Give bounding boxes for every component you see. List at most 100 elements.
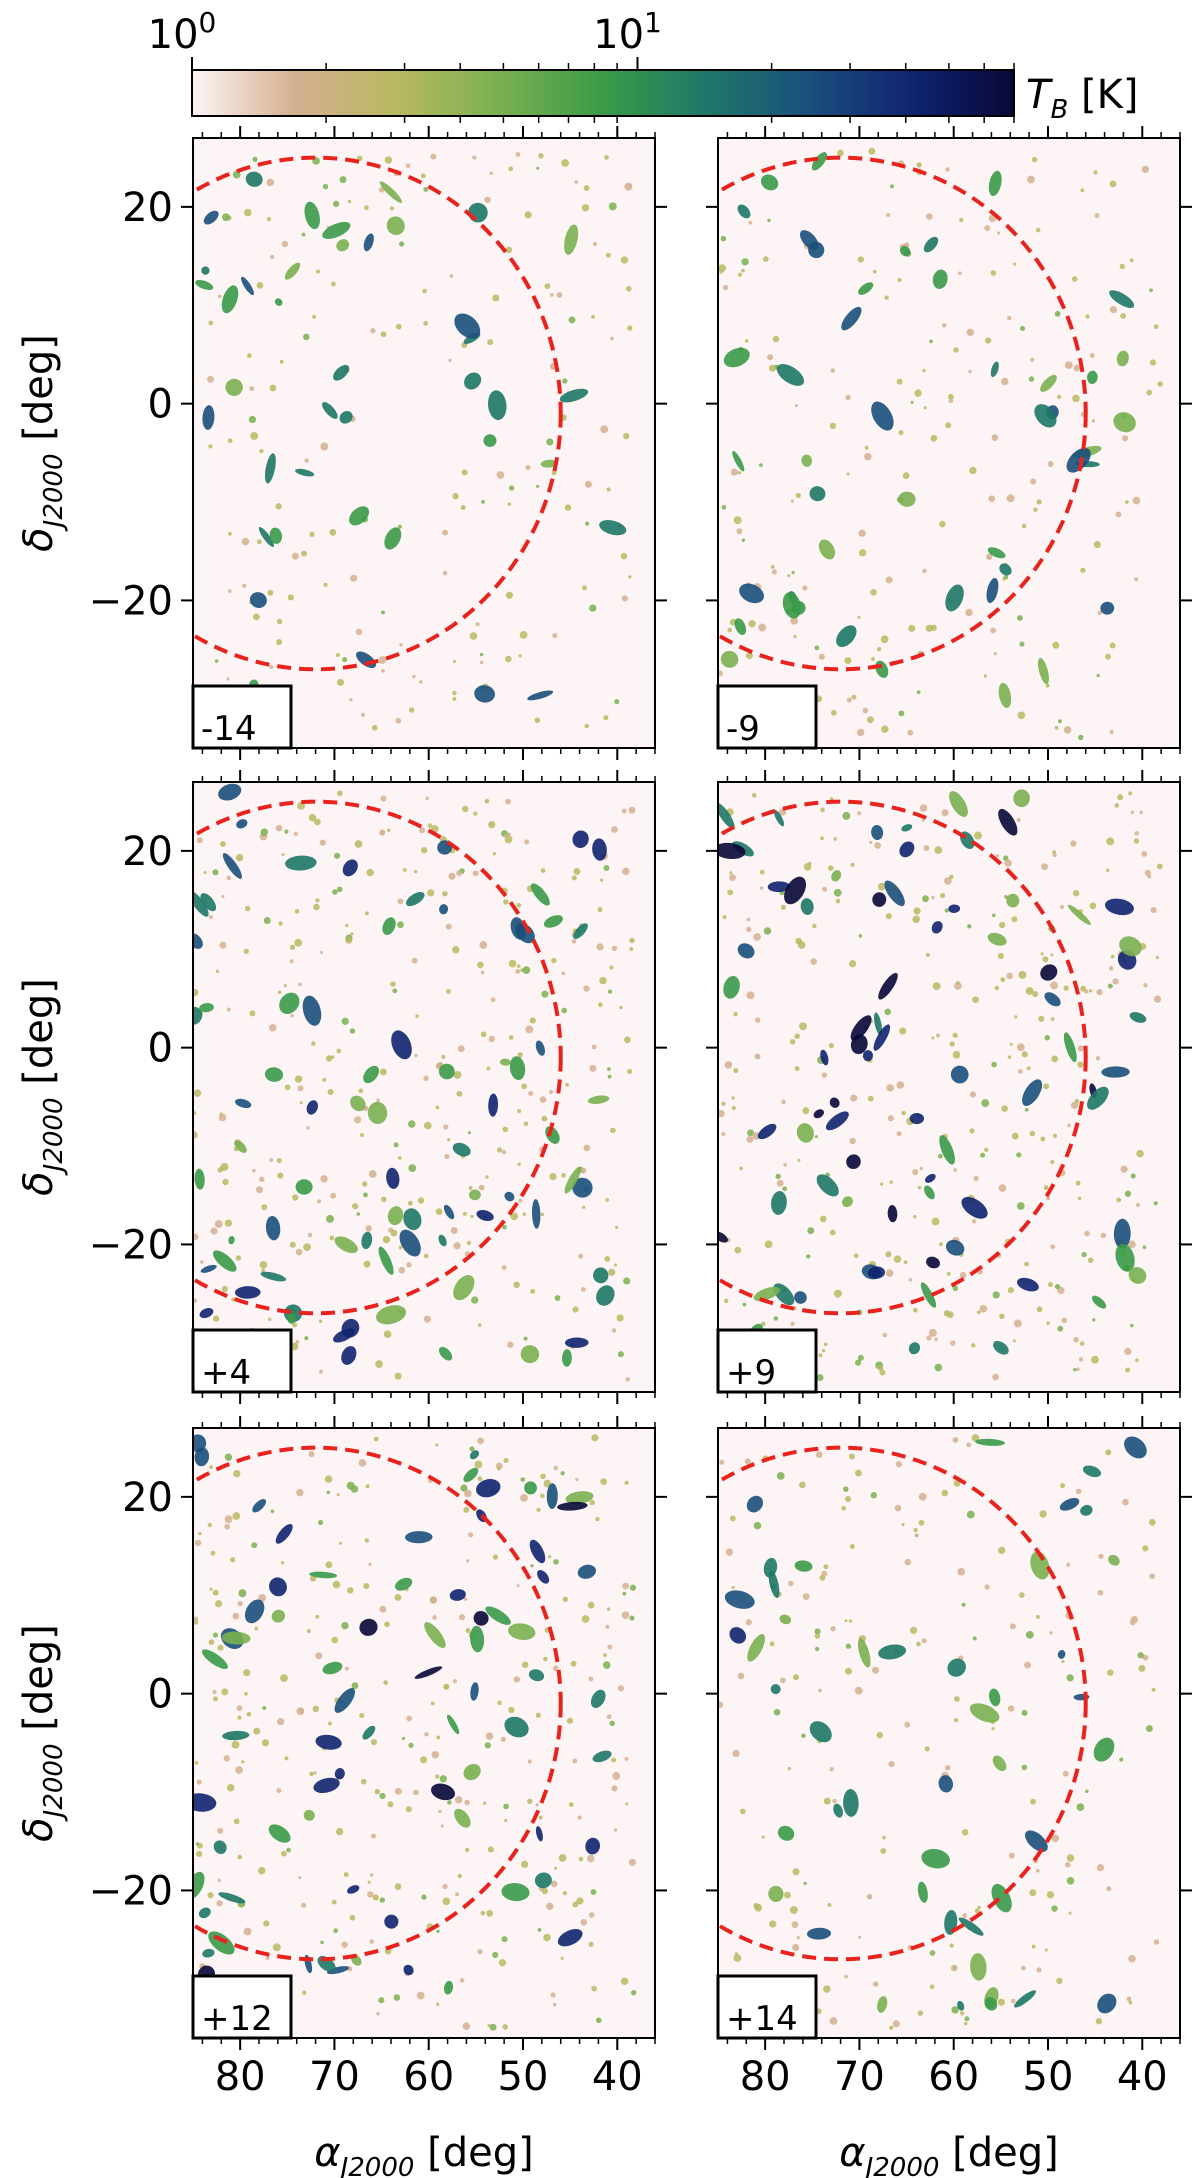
emission-speck <box>553 1559 559 1565</box>
emission-speck <box>487 339 494 346</box>
emission-clump <box>543 915 563 928</box>
emission-speck <box>605 1624 610 1629</box>
emission-clump <box>809 486 826 502</box>
emission-speck <box>870 1492 877 1499</box>
emission-clump <box>269 527 282 544</box>
emission-clump <box>265 1215 281 1241</box>
emission-speck <box>473 811 478 816</box>
emission-speck <box>746 926 752 933</box>
emission-speck <box>848 1619 853 1623</box>
emission-clump <box>537 1570 550 1584</box>
emission-clump <box>303 1809 315 1821</box>
emission-speck <box>381 610 385 615</box>
emission-speck <box>940 892 946 899</box>
emission-speck <box>769 1641 775 1647</box>
emission-speck <box>277 1718 285 1726</box>
emission-speck <box>322 183 329 190</box>
emission-speck <box>963 2021 968 2026</box>
emission-speck <box>279 359 284 364</box>
emission-speck <box>918 1519 925 1526</box>
emission-speck <box>830 368 836 373</box>
emission-speck <box>729 1515 736 1522</box>
emission-speck <box>737 471 742 475</box>
emission-speck <box>819 1215 827 1223</box>
velocity-tag-box <box>191 684 293 750</box>
emission-speck <box>910 400 914 405</box>
emission-speck <box>519 630 528 639</box>
emission-speck <box>1144 869 1151 876</box>
emission-speck <box>1016 1043 1025 1052</box>
emission-speck <box>326 1214 334 1223</box>
emission-speck <box>892 2020 900 2028</box>
emission-speck <box>880 1847 887 1854</box>
emission-speck <box>227 438 233 443</box>
emission-speck <box>1042 956 1049 963</box>
emission-clump <box>234 1286 261 1299</box>
emission-speck <box>427 889 435 897</box>
emission-speck <box>393 1142 399 1148</box>
emission-speck <box>1007 1705 1015 1712</box>
emission-speck <box>748 220 753 225</box>
emission-speck <box>884 295 889 300</box>
emission-clump <box>923 236 939 253</box>
emission-speck <box>1067 1123 1071 1128</box>
emission-clump <box>424 1622 446 1649</box>
emission-speck <box>992 913 996 918</box>
emission-clump <box>287 1313 296 1324</box>
emission-speck <box>523 1336 528 1341</box>
emission-speck <box>233 1469 241 1478</box>
emission-speck <box>1057 394 1062 399</box>
emission-speck <box>322 1077 327 1082</box>
emission-clump <box>535 1040 546 1056</box>
emission-speck <box>1129 1619 1136 1626</box>
emission-speck <box>744 339 749 343</box>
emission-speck <box>286 1847 291 1853</box>
emission-clump <box>200 1264 217 1273</box>
emission-speck <box>1143 983 1148 988</box>
emission-clump <box>524 1481 537 1495</box>
emission-speck <box>961 1602 966 1607</box>
emission-speck <box>219 941 227 949</box>
emission-speck <box>1122 1498 1129 1506</box>
emission-speck <box>856 728 865 737</box>
emission-speck <box>1078 734 1084 741</box>
emission-speck <box>1025 987 1034 995</box>
emission-speck <box>536 166 540 170</box>
emission-clump <box>811 152 828 171</box>
emission-speck <box>474 1460 483 1469</box>
emission-speck <box>379 1792 386 1800</box>
emission-speck <box>837 149 844 157</box>
emission-speck <box>319 839 326 846</box>
emission-speck <box>367 1891 374 1898</box>
emission-clump <box>387 1206 404 1226</box>
emission-speck <box>992 1291 1000 1299</box>
emission-speck <box>746 1136 754 1143</box>
emission-clump <box>590 1689 606 1709</box>
emission-speck <box>460 1484 468 1492</box>
emission-speck <box>870 588 877 596</box>
emission-speck <box>794 404 798 408</box>
emission-speck <box>867 1095 874 1102</box>
emission-clump <box>842 1196 853 1208</box>
emission-clump <box>470 1682 479 1701</box>
emission-clump <box>363 1065 380 1084</box>
emission-speck <box>405 1806 412 1813</box>
emission-clump <box>252 1499 267 1513</box>
emission-speck <box>1087 1257 1094 1263</box>
emission-speck <box>397 1156 402 1160</box>
emission-clump <box>540 459 558 468</box>
emission-speck <box>424 1732 429 1737</box>
emission-speck <box>914 1533 919 1538</box>
emission-speck <box>238 1589 247 1598</box>
emission-speck <box>606 1714 612 1720</box>
emission-speck <box>489 2023 497 2031</box>
y-tick-label: 20 <box>122 1475 173 1521</box>
emission-speck <box>259 1260 268 1269</box>
emission-speck <box>792 1868 800 1876</box>
emission-clump <box>776 363 805 386</box>
x-tick-label: 50 <box>498 2054 549 2100</box>
emission-speck <box>829 422 837 430</box>
emission-speck <box>292 1322 298 1328</box>
emission-speck <box>466 1559 470 1563</box>
emission-speck <box>576 1897 584 1905</box>
